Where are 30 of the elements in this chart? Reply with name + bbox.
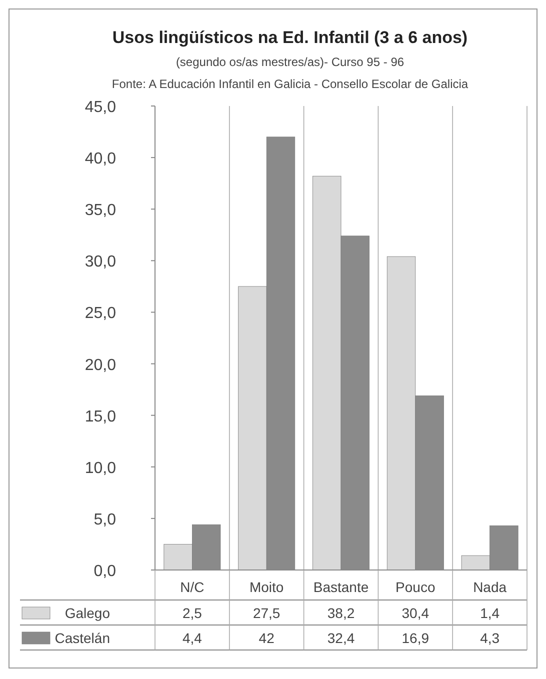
legend-label: Castelán <box>54 630 110 646</box>
y-tick-label: 0,0 <box>94 563 116 580</box>
x-tick-label: Moito <box>249 579 284 595</box>
y-tick-label: 40,0 <box>84 150 116 168</box>
source-note: Fonte: A Educación Infantil en Galicia - Consello Escolar de Galicia <box>112 77 468 91</box>
data-label: 16,9 <box>402 630 430 646</box>
data-label: 42 <box>258 630 275 646</box>
data-label: 32,4 <box>327 630 355 646</box>
x-tick-label: Nada <box>473 579 507 595</box>
chart-subtitle: (segundo os/as mestres/as)- Curso 95 - 96 <box>176 55 404 69</box>
y-tick-label: 15,0 <box>84 408 116 426</box>
data-label: 4,4 <box>182 630 202 646</box>
x-tick-label: Bastante <box>313 579 369 595</box>
data-label: 27,5 <box>252 605 280 621</box>
x-tick-label: Pouco <box>396 579 436 595</box>
data-label: 2,5 <box>182 605 202 621</box>
chart-title: Usos lingüísticos na Ed. Infantil (3 a 6 anos) <box>112 28 468 47</box>
data-label: 4,3 <box>480 630 500 646</box>
y-tick-label: 35,0 <box>84 202 116 220</box>
legend-label: Galego <box>64 605 110 621</box>
y-tick-label: 25,0 <box>84 305 116 322</box>
x-tick-label: N/C <box>180 579 204 595</box>
y-tick-label: 30,0 <box>84 254 116 271</box>
y-tick-label: 5,0 <box>94 511 116 528</box>
y-tick-label: 45,0 <box>84 99 116 116</box>
data-label: 1,4 <box>480 605 500 621</box>
data-label: 30,4 <box>402 605 430 621</box>
y-tick-label: 10,0 <box>84 460 116 477</box>
y-tick-label: 20,0 <box>84 356 116 374</box>
data-label: 38,2 <box>327 605 355 621</box>
